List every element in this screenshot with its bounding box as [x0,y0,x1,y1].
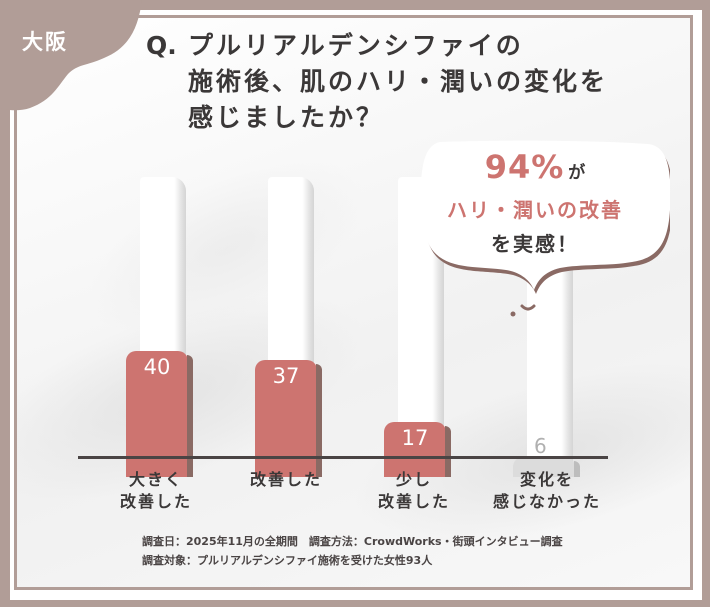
callout-line-2: ハリ・潤いの改善 [447,198,623,222]
category-label-improved: 改善した [249,470,322,489]
region-label: 大阪 [22,30,68,54]
x-axis-baseline [78,456,608,459]
category-label-great-improvement: 大きく 改善した [119,470,192,511]
question-title: Q. プルリアルデンシファイの 施術後、肌のハリ・潤いの変化を 感じましたか？ [146,28,608,136]
bar-slight-improvement: 17 [384,422,451,477]
bar-no-change [513,457,580,477]
inner-frame-border [14,15,693,590]
bar-value: 37 [272,364,300,388]
bar-value: 6 [534,434,547,458]
bar-value: 17 [401,426,429,450]
question-line-1: プルリアルデンシファイの [188,31,524,60]
region-tab [0,0,180,111]
footnote-line-2: 調査対象：プルリアルデンシファイ施術を受けた女性93人 [142,554,433,567]
callout-line-3: を実感！ [491,232,579,256]
footnote-line-1: 調査日：2025年11月の全期間 調査方法：CrowdWorks・街頭インタビュ… [142,535,563,548]
chart-card [17,18,690,587]
category-label-slight-improvement: 少し 改善した [377,470,450,511]
callout-headline: 94% が [410,148,660,186]
callout-particle: が [568,163,586,183]
survey-footnote: 調査日：2025年11月の全期間 調査方法：CrowdWorks・街頭インタビュ… [142,532,563,570]
question-prefix: Q. [146,31,177,60]
question-line-2: 施術後、肌のハリ・潤いの変化を [188,67,609,96]
question-line-3: 感じましたか？ [188,103,385,132]
callout-percent: 94% [484,148,565,186]
category-label-no-change: 変化を 感じなかった [492,470,601,511]
bar-value: 40 [143,355,171,379]
speech-bubble-icon [420,140,670,317]
region-tab-shape-icon [0,0,142,111]
bar-improved: 37 [255,360,322,477]
callout-bubble: 94% が ハリ・潤いの改善 を実感！ [410,140,670,330]
